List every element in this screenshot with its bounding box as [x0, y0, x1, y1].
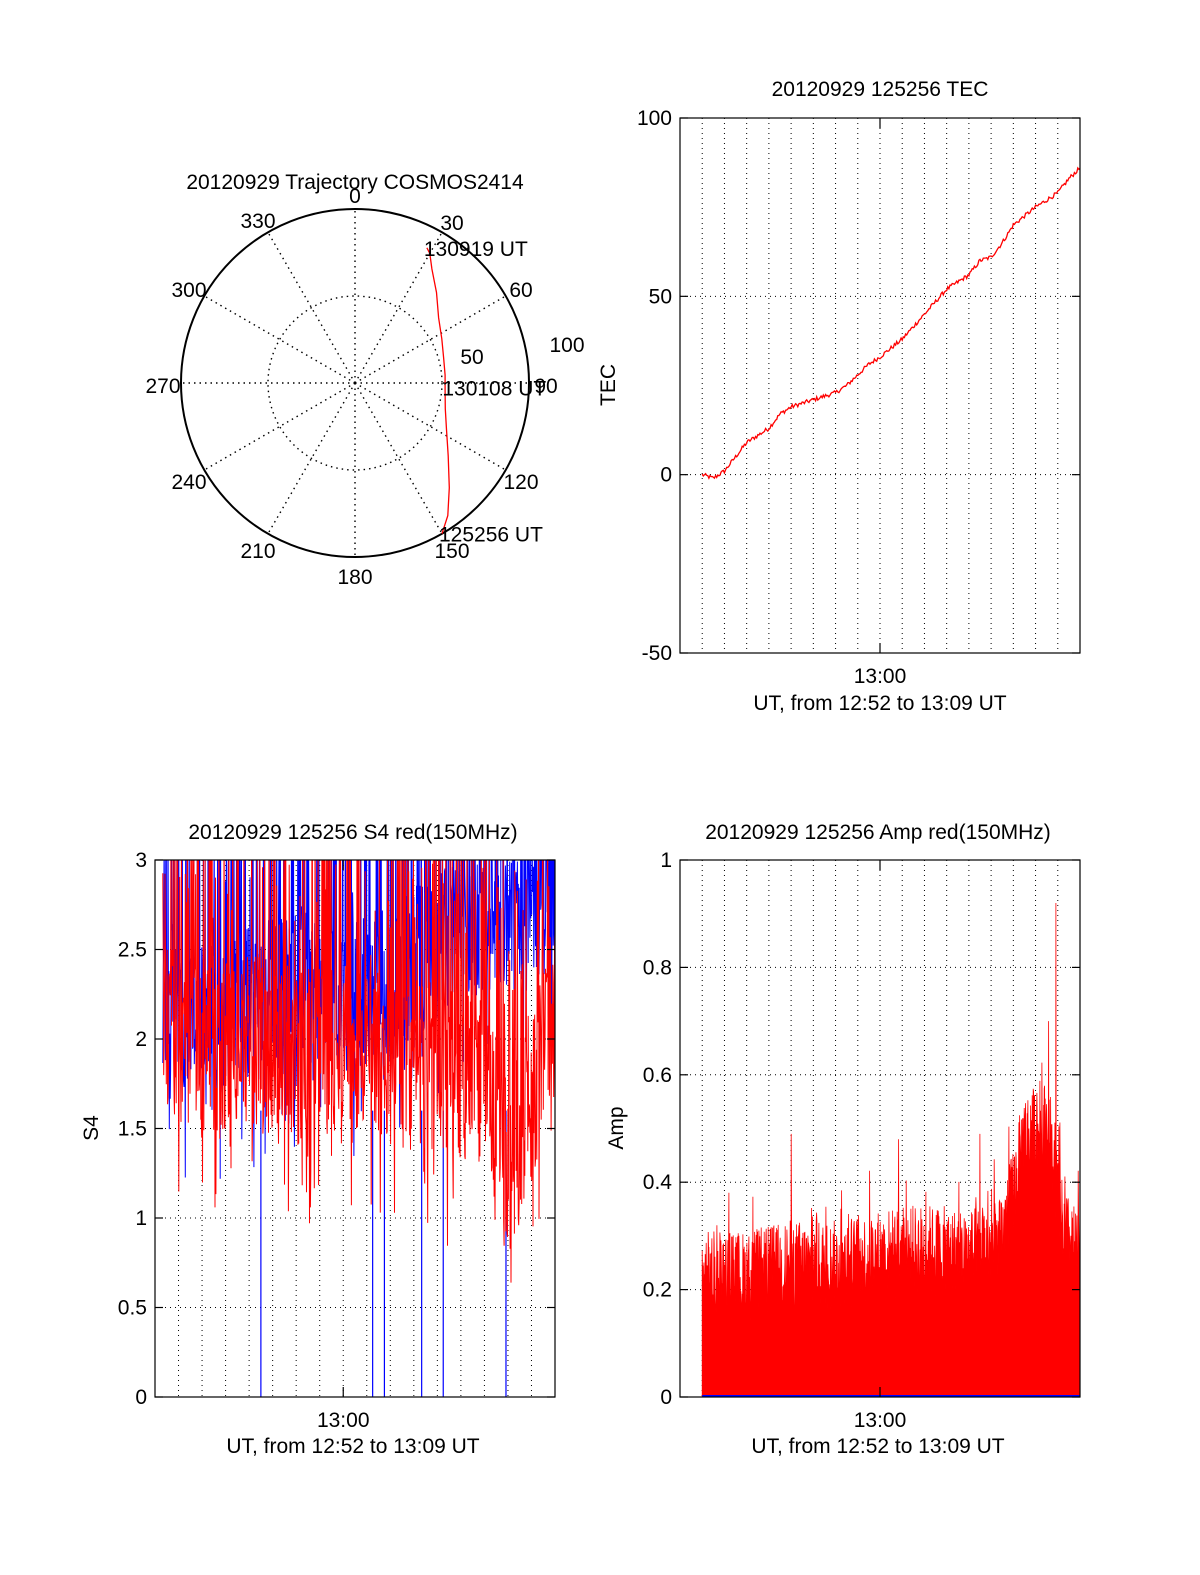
s4-plot-area: 0 0.5 1 1.5 2 2.5 3 13:00	[118, 849, 556, 1432]
s4-ytick-label: 0	[135, 1386, 147, 1409]
s4-ytick-label: 1.5	[118, 1118, 147, 1141]
polar-trajectory	[426, 247, 450, 534]
polar-outer-circle	[180, 208, 530, 558]
tec-ylabel: TEC	[597, 364, 620, 406]
amp-xlabel: UT, from 12:52 to 13:09 UT	[751, 1435, 1004, 1458]
polar-spoke	[203, 382, 356, 471]
polar-angle-label: 150	[434, 540, 469, 563]
amp-series-area	[701, 902, 1081, 1398]
polar-trajectory-chart: 20120929 Trajectory COSMOS2414 0 30 60 90 12…	[145, 171, 584, 589]
polar-angle-label: 180	[337, 566, 372, 589]
polar-spoke	[203, 295, 356, 384]
polar-spoke	[354, 295, 507, 384]
polar-labels: 0 30 60 90 120 150 180 210 240 270 300 330 50 100	[145, 185, 584, 589]
polar-angle-label: 90	[534, 375, 557, 398]
amp-ylabel: Amp	[605, 1106, 628, 1149]
s4-ytick-label: 0.5	[118, 1297, 147, 1320]
s4-ytick-label: 2	[135, 1028, 147, 1051]
polar-spoke	[354, 382, 507, 471]
tec-xtick-label: 13:00	[854, 665, 907, 688]
polar-time-annotation: 130108 UT	[442, 378, 546, 401]
polar-spoke	[267, 382, 356, 535]
s4-ytick-label: 2.5	[118, 939, 147, 962]
tec-ytick-label: 50	[649, 285, 672, 308]
polar-title: 20120929 Trajectory COSMOS2414	[186, 171, 524, 194]
polar-time-annotation: 125256 UT	[439, 524, 543, 547]
amp-plot-area: 0 0.2 0.4 0.6 0.8 1 13:00	[643, 849, 1081, 1432]
amp-ytick-label: 0	[660, 1386, 672, 1409]
polar-radial-label: 50	[460, 346, 483, 369]
amp-ytick-label: 0.2	[643, 1279, 672, 1302]
s4-xtick-label: 13:00	[317, 1409, 370, 1432]
polar-angle-label: 120	[503, 471, 538, 494]
s4-xlabel: UT, from 12:52 to 13:09 UT	[226, 1435, 479, 1458]
tec-ytick-label: 100	[637, 107, 672, 130]
amp-chart: 20120929 125256 Amp red(150MHz) Amp UT, …	[605, 821, 1081, 1458]
polar-spoke	[354, 382, 443, 535]
s4-ylabel: S4	[80, 1115, 103, 1141]
polar-angle-label: 300	[171, 279, 206, 302]
polar-angle-label: 60	[509, 279, 532, 302]
tec-plot-area: -50 0 50 100 13:00	[637, 107, 1081, 688]
s4-ytick-label: 1	[135, 1207, 147, 1230]
amp-xtick-label: 13:00	[854, 1409, 907, 1432]
amp-ytick-label: 0.6	[643, 1064, 672, 1087]
polar-angle-label: 30	[440, 212, 463, 235]
amp-ytick-label: 0.4	[643, 1171, 673, 1194]
amp-title: 20120929 125256 Amp red(150MHz)	[705, 821, 1051, 844]
s4-title: 20120929 125256 S4 red(150MHz)	[188, 821, 517, 844]
amp-ytick-label: 0.8	[643, 956, 672, 979]
tec-xlabel: UT, from 12:52 to 13:09 UT	[753, 692, 1006, 715]
tec-ytick-label: 0	[660, 464, 672, 487]
s4-series-group	[162, 860, 555, 1397]
polar-time-annotation: 130919 UT	[424, 238, 528, 261]
tec-chart: 20120929 125256 TEC TEC UT, from 12:52 t…	[597, 78, 1081, 715]
s4-chart: 20120929 125256 S4 red(150MHz) S4 UT, fr…	[80, 821, 556, 1458]
polar-spoke	[267, 231, 356, 384]
s4-ytick-label: 3	[135, 849, 147, 872]
polar-trajectory-line	[426, 247, 450, 534]
tec-series-line	[701, 166, 1081, 480]
polar-radial-label: 100	[549, 334, 584, 357]
amp-ytick-label: 1	[660, 849, 672, 872]
polar-angle-label: 330	[240, 210, 275, 233]
tec-ytick-label: -50	[642, 642, 672, 665]
tec-title: 20120929 125256 TEC	[772, 78, 989, 101]
polar-annotations: 130919 UT 130108 UT 125256 UT	[424, 238, 547, 547]
polar-angle-label: 270	[145, 375, 180, 398]
polar-angle-label: 210	[240, 540, 275, 563]
polar-angle-label: 240	[171, 471, 206, 494]
polar-spoke	[354, 231, 443, 384]
polar-grid	[180, 208, 530, 558]
polar-angle-label: 0	[349, 185, 361, 208]
s4-series-red	[162, 860, 555, 1283]
polar-ring-50	[267, 295, 443, 471]
